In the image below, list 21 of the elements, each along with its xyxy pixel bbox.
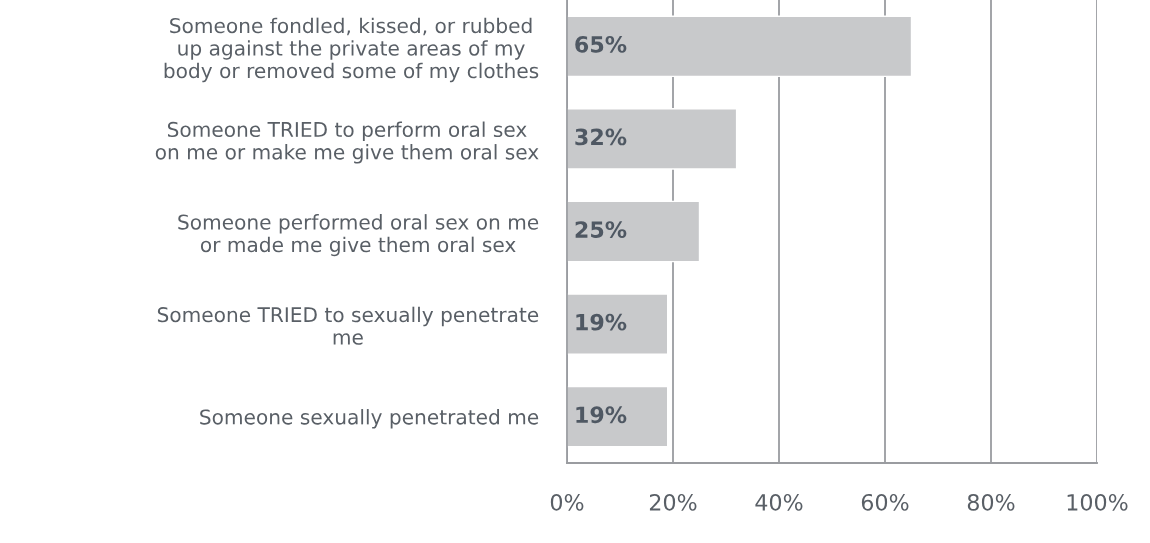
x-tick-label: 20% bbox=[649, 493, 697, 511]
data-label: 19% bbox=[576, 406, 627, 424]
data-label: 25% bbox=[575, 221, 627, 238]
bar bbox=[567, 15, 913, 78]
bar bbox=[567, 200, 701, 263]
data-label: 32% bbox=[575, 128, 627, 146]
bar bbox=[567, 108, 738, 170]
y-tick-label: Someone TRIED to sexually penetrate me bbox=[157, 306, 539, 345]
data-label: 65% bbox=[575, 35, 627, 53]
y-tick-label: Someone performed oral sex on me or made me give them oral sex bbox=[178, 214, 539, 257]
x-tick-label: 100% bbox=[1067, 493, 1128, 511]
x-tick-label: 40% bbox=[755, 493, 803, 511]
x-tick-label: 80% bbox=[967, 493, 1015, 511]
x-tick-label: 60% bbox=[861, 493, 909, 511]
bar bbox=[567, 385, 669, 448]
y-tick-label: Someone fondled, kissed, or rubbed up against the private areas of my body or removed some of my clothes bbox=[164, 17, 539, 83]
x-tick-label: 0% bbox=[550, 493, 584, 511]
bar bbox=[567, 293, 669, 355]
data-label: 19% bbox=[576, 313, 627, 331]
y-tick-label: Someone TRIED to perform oral sex on me or make me give them oral sex bbox=[155, 121, 539, 164]
y-tick-label: Someone sexually penetrated me bbox=[200, 409, 539, 429]
